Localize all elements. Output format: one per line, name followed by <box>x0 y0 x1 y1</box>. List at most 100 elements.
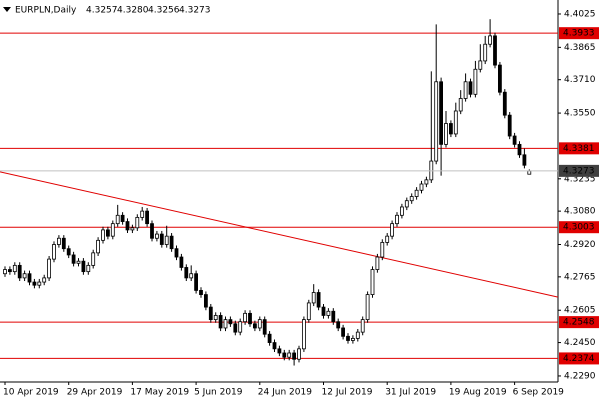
candle-body <box>106 229 110 237</box>
y-tick-label: 4.2290 <box>564 371 596 381</box>
candle-body <box>27 273 32 283</box>
candle-body <box>130 227 135 231</box>
price-label: 4.3273 <box>563 166 595 176</box>
candle-body <box>380 242 385 258</box>
candle-body <box>120 214 125 222</box>
candle-body <box>115 214 120 225</box>
price-tag <box>559 164 599 177</box>
candle-body <box>262 319 267 335</box>
x-tick-label: 12 Jul 2019 <box>322 388 373 398</box>
candle-body <box>404 200 409 208</box>
level-tag <box>559 316 599 329</box>
candle-body <box>360 319 365 333</box>
candle-body <box>164 235 169 245</box>
candle-body <box>272 342 277 350</box>
candle-body <box>140 210 145 218</box>
y-tick-label: 4.3550 <box>564 109 596 119</box>
candle-body <box>350 337 355 341</box>
trendline <box>0 171 559 298</box>
candle-body <box>306 302 311 321</box>
candle-body <box>488 35 493 45</box>
level-label: 4.2374 <box>563 354 595 364</box>
candle-body <box>297 348 301 360</box>
y-tick-label: 4.3710 <box>564 75 596 85</box>
candle-body <box>7 269 12 273</box>
candle-body <box>395 214 399 225</box>
candle-body <box>331 310 336 323</box>
candle-body <box>150 223 154 239</box>
level-tag <box>559 221 599 234</box>
candle-body <box>194 273 199 291</box>
candle-body <box>154 233 159 239</box>
y-tick-label: 4.2450 <box>564 338 596 348</box>
candle-body <box>463 81 468 99</box>
candle-body <box>135 216 140 229</box>
candle-body <box>228 319 233 325</box>
candle-body <box>282 352 287 358</box>
candle-body <box>493 35 497 66</box>
candle-body <box>257 319 262 329</box>
level-tag <box>559 27 599 40</box>
candle-body <box>439 81 444 145</box>
candle-body <box>52 244 56 260</box>
candle-body <box>527 170 532 175</box>
candle-body <box>311 292 316 304</box>
candle-body <box>101 229 105 241</box>
candle-body <box>86 264 91 273</box>
candle-body <box>355 331 360 339</box>
candle-body <box>478 60 483 70</box>
y-tick-label: 4.3865 <box>564 43 596 53</box>
candle-body <box>301 319 306 350</box>
x-tick-label: 29 Apr 2019 <box>67 388 123 398</box>
candle-body <box>3 269 7 275</box>
candle-body <box>248 312 252 325</box>
header-open: 4.3257 <box>86 6 118 16</box>
candle-body <box>267 333 272 343</box>
x-tick-label: 5 Jun 2019 <box>194 388 243 398</box>
candle-body <box>96 239 100 254</box>
candle-body <box>66 248 71 256</box>
candle-body <box>365 294 370 321</box>
candle-body <box>502 91 507 116</box>
candle-body <box>483 43 488 62</box>
y-tick-label: 4.2765 <box>564 272 596 282</box>
candle-body <box>424 179 429 185</box>
candle-body <box>341 327 346 337</box>
candle-body <box>91 252 96 266</box>
candle-body <box>145 210 150 225</box>
candle-body <box>213 315 218 321</box>
candle-body <box>199 290 203 295</box>
symbol: EURPLN,Daily <box>15 6 77 16</box>
candle-body <box>71 254 76 264</box>
candle-body <box>57 237 61 245</box>
candle-body <box>32 281 37 286</box>
candle-body <box>47 258 51 279</box>
x-tick-label: 6 Sep 2019 <box>513 388 565 398</box>
level-label: 4.3933 <box>563 29 595 39</box>
candle-body <box>468 81 473 95</box>
candle-body <box>453 110 458 135</box>
candle-body <box>252 323 257 329</box>
candle-body <box>37 281 42 286</box>
candle-body <box>184 267 189 279</box>
candle-body <box>399 206 404 216</box>
y-tick-label: 4.2920 <box>564 240 596 250</box>
candle-body <box>434 81 439 162</box>
y-tick-label: 4.2605 <box>564 306 596 316</box>
candle-body <box>22 273 27 279</box>
x-tick-label: 17 May 2019 <box>130 388 189 398</box>
menu-arrow <box>3 7 11 12</box>
candle-body <box>125 221 130 231</box>
candle-body <box>110 223 115 237</box>
candle-body <box>287 352 292 358</box>
candle-body <box>169 235 174 250</box>
candle-body <box>81 260 86 273</box>
candle-body <box>218 315 223 329</box>
candle-body <box>292 352 297 360</box>
candle-body <box>189 273 194 279</box>
candle-body <box>233 323 238 333</box>
candle-body <box>370 269 375 295</box>
candle-body <box>203 294 208 308</box>
